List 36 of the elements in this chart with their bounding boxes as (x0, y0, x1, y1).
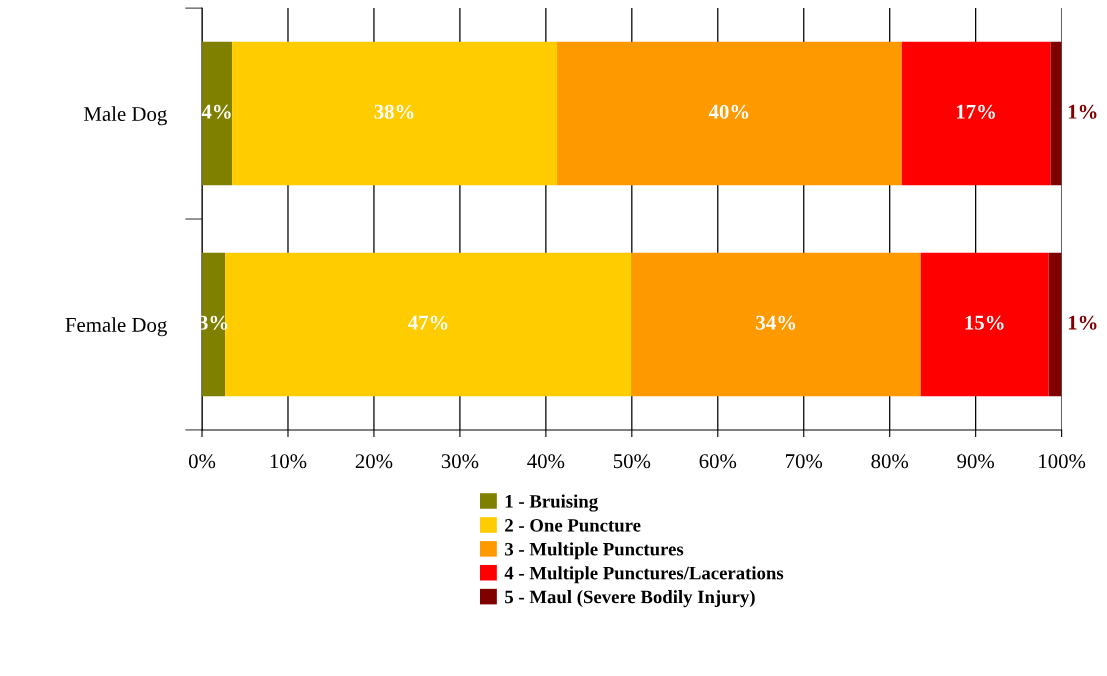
y-tick-label: Female Dog (65, 317, 167, 337)
x-tick-label: 20% (355, 454, 393, 469)
legend-label: 5 - Maul (Severe Bodily Injury) (505, 590, 755, 608)
data-label: 15% (965, 315, 1004, 330)
bar (232, 41, 558, 186)
data-label: 47% (407, 315, 448, 330)
bar (920, 252, 1049, 397)
data-label: 34% (756, 315, 796, 330)
x-tick-label: 30% (441, 454, 479, 469)
bar (202, 41, 233, 186)
legend-label: 3 - Multiple Punctures (505, 542, 684, 560)
x-tick-label: 40% (527, 454, 565, 469)
x-tick-label: 90% (957, 454, 995, 469)
legend-label: 1 - Bruising (505, 494, 598, 512)
x-tick-label: 100% (1039, 454, 1086, 469)
bar (901, 41, 1051, 186)
data-label: 4% (201, 104, 231, 119)
x-tick-label: 70% (786, 454, 823, 469)
legend-label: 4 - Multiple Punctures/Lacerations (504, 566, 784, 584)
bar (557, 41, 902, 186)
data-label: 38% (374, 104, 414, 119)
y-tick-label: Male Dog (84, 106, 167, 126)
data-label: 1% (1068, 104, 1097, 119)
bar (631, 252, 921, 397)
x-tick-label: 80% (871, 454, 909, 469)
x-tick-label: 60% (699, 454, 737, 469)
x-tick-label: 50% (613, 454, 651, 469)
legend-label: 2 - One Puncture (505, 519, 641, 532)
x-tick-label: 10% (270, 454, 307, 469)
data-label: 1% (1068, 315, 1097, 330)
bar (202, 252, 226, 397)
data-label: 17% (956, 104, 995, 119)
bar (1048, 252, 1062, 397)
bar (1050, 41, 1062, 186)
data-label: 40% (708, 104, 749, 119)
x-tick-label: 0% (188, 454, 216, 469)
